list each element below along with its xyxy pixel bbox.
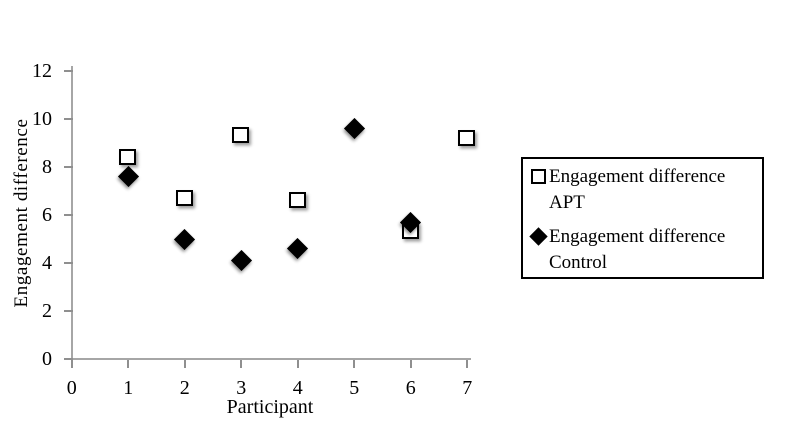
data-point-control <box>117 165 139 188</box>
legend-label-apt: Engagement difference APT <box>549 166 726 213</box>
x-axis-tick <box>127 360 130 368</box>
x-axis-tick <box>296 360 299 368</box>
x-axis-tick <box>240 360 243 368</box>
y-axis-tick-label: 8 <box>42 156 52 178</box>
data-point-apt <box>458 129 476 146</box>
y-axis-tick <box>64 166 73 168</box>
data-point-apt <box>232 127 250 144</box>
chart-legend: Engagement difference APT Engagement dif… <box>521 157 764 279</box>
y-axis-tick <box>64 70 73 72</box>
x-axis-tick <box>409 360 412 368</box>
x-axis-tick-label: 5 <box>349 377 360 399</box>
x-axis-tick-label: 3 <box>236 377 247 399</box>
data-point-control <box>174 228 196 250</box>
y-axis-tick-label: 4 <box>42 252 52 274</box>
data-point-apt <box>175 189 193 206</box>
y-axis-tick-label: 0 <box>42 348 52 370</box>
y-axis-tick <box>64 118 73 120</box>
x-axis-tick-label: 4 <box>292 377 303 399</box>
x-axis-tick-label: 7 <box>462 377 473 399</box>
legend-item-control: Engagement difference Control <box>531 224 757 276</box>
x-axis-tick <box>466 360 469 368</box>
y-axis-tick-label: 6 <box>42 204 52 226</box>
data-point-apt <box>288 192 306 209</box>
x-axis-title: Participant <box>226 396 314 418</box>
x-axis-tick-label: 1 <box>123 377 134 399</box>
y-axis-tick-label: 10 <box>32 108 52 130</box>
x-axis-tick-label: 6 <box>405 377 416 399</box>
x-axis-tick <box>183 360 186 368</box>
x-axis-tick <box>353 360 356 368</box>
x-axis-tick-label: 2 <box>179 377 190 399</box>
y-axis-tick <box>64 262 73 264</box>
x-axis-line <box>66 358 471 360</box>
legend-label-control: Engagement difference Control <box>549 226 726 273</box>
x-axis-tick <box>70 360 73 368</box>
y-axis-tick-label: 12 <box>32 60 52 82</box>
data-point-control <box>343 117 365 140</box>
filled-diamond-marker-icon <box>531 229 546 244</box>
x-axis-tick-label: 0 <box>66 377 77 399</box>
y-axis-line <box>71 66 73 368</box>
y-axis-tick-label: 2 <box>42 300 52 322</box>
data-point-control <box>230 249 252 272</box>
y-axis-tick <box>64 214 73 216</box>
y-axis-tick <box>64 310 73 312</box>
y-axis-tick <box>64 358 73 360</box>
data-point-apt <box>119 148 137 165</box>
data-point-control <box>287 237 309 260</box>
open-square-marker-icon <box>531 169 546 184</box>
legend-item-apt: Engagement difference APT <box>531 164 757 216</box>
